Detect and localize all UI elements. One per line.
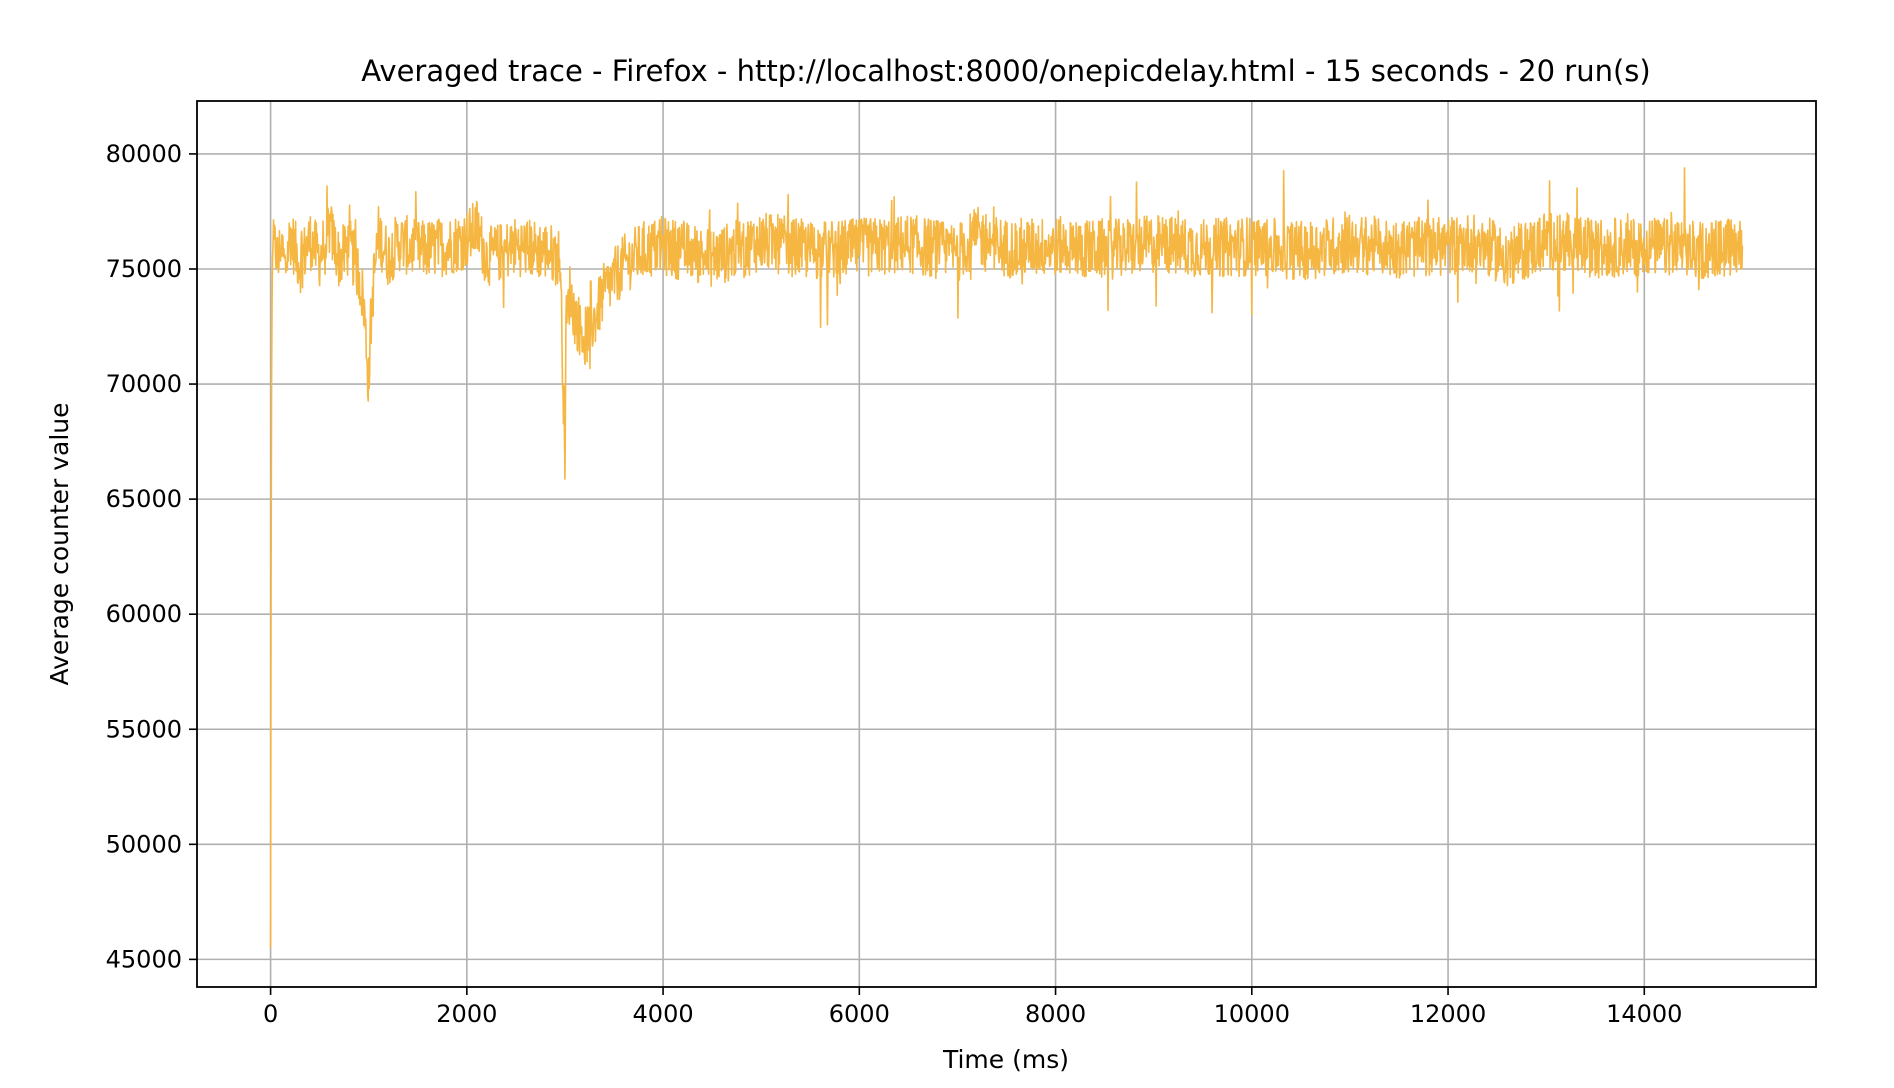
x-tick-label: 4000 [633, 1000, 694, 1028]
x-tick-label: 14000 [1606, 1000, 1682, 1028]
y-tick-label: 70000 [106, 370, 182, 398]
tick-layer: 0 2000 4000 6000 8000 10000 12000 14000 45000 500… [106, 140, 1683, 1028]
chart-title: Averaged trace - Firefox - http://localh… [361, 54, 1650, 88]
y-tick-label: 80000 [106, 140, 182, 168]
y-tick-label: 45000 [106, 945, 182, 973]
plot-area [269, 167, 1744, 948]
x-axis-label: Time (ms) [942, 1045, 1069, 1074]
x-tick-label: 12000 [1410, 1000, 1486, 1028]
y-tick-label: 60000 [106, 600, 182, 628]
x-tick-label: 10000 [1214, 1000, 1290, 1028]
x-tick-label: 6000 [829, 1000, 890, 1028]
x-tick-label: 0 [263, 1000, 278, 1028]
plot-frame [196, 100, 1817, 988]
x-tick-label: 2000 [436, 1000, 497, 1028]
y-tick-label: 55000 [106, 715, 182, 743]
y-axis-label: Average counter value [45, 402, 74, 685]
x-tick-label: 8000 [1025, 1000, 1086, 1028]
y-tick-label: 75000 [106, 255, 182, 283]
y-tick-label: 50000 [106, 830, 182, 858]
series-line-0 [269, 167, 1744, 948]
y-tick-label: 65000 [106, 485, 182, 513]
